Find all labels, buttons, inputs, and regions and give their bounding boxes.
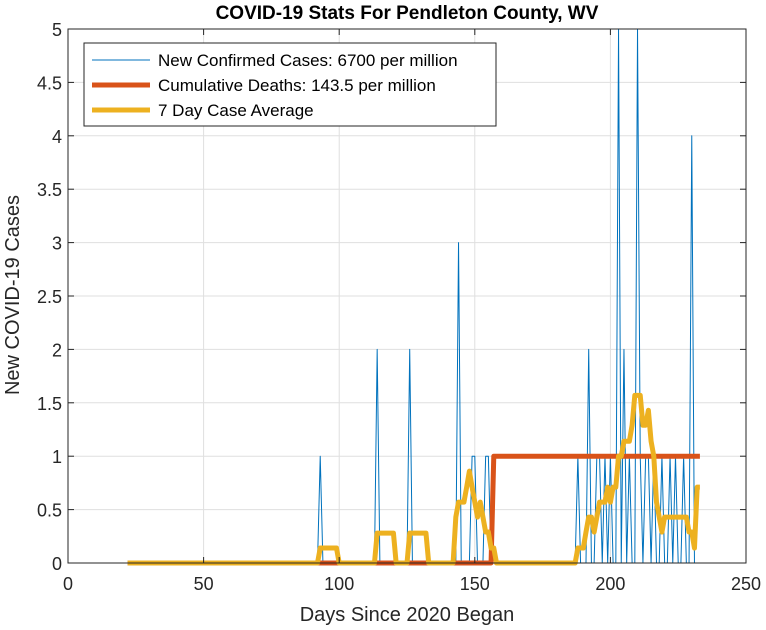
- x-axis-label: Days Since 2020 Began: [300, 604, 515, 626]
- legend-label-cumulative-deaths: Cumulative Deaths: 143.5 per million: [158, 76, 436, 95]
- chart-title: COVID-19 Stats For Pendleton County, WV: [216, 3, 599, 24]
- series-line-new-cases: [127, 28, 700, 564]
- y-tick-label: 4: [52, 127, 62, 147]
- y-tick-label: 2.5: [37, 287, 62, 307]
- x-tick-label: 150: [460, 574, 490, 594]
- x-axis: 0 50 100 150 200 250: [63, 29, 761, 594]
- x-tick-label: 250: [731, 574, 761, 594]
- legend: New Confirmed Cases: 6700 per million Cum…: [83, 42, 497, 127]
- x-tick-label: 100: [324, 574, 354, 594]
- y-tick-label: 4.5: [37, 73, 62, 93]
- y-axis-label: New COVID-19 Cases: [2, 195, 24, 395]
- y-tick-label: 5: [52, 20, 62, 40]
- y-tick-label: 3: [52, 234, 62, 254]
- x-tick-label: 0: [63, 574, 73, 594]
- legend-label-seven-day-average: 7 Day Case Average: [158, 101, 314, 120]
- y-tick-label: 2: [52, 340, 62, 360]
- legend-label-new-cases: New Confirmed Cases: 6700 per million: [158, 51, 458, 70]
- y-tick-label: 0.5: [37, 501, 62, 521]
- legend-box: [83, 42, 497, 127]
- y-tick-label: 1.5: [37, 394, 62, 414]
- y-tick-label: 3.5: [37, 180, 62, 200]
- y-axis: 0 0.5 1 1.5 2 2.5 3 3.5 4 4.5 5: [37, 20, 746, 574]
- y-tick-label: 0: [52, 554, 62, 574]
- y-tick-label: 1: [52, 447, 62, 467]
- x-tick-label: 50: [194, 574, 214, 594]
- x-tick-label: 200: [595, 574, 625, 594]
